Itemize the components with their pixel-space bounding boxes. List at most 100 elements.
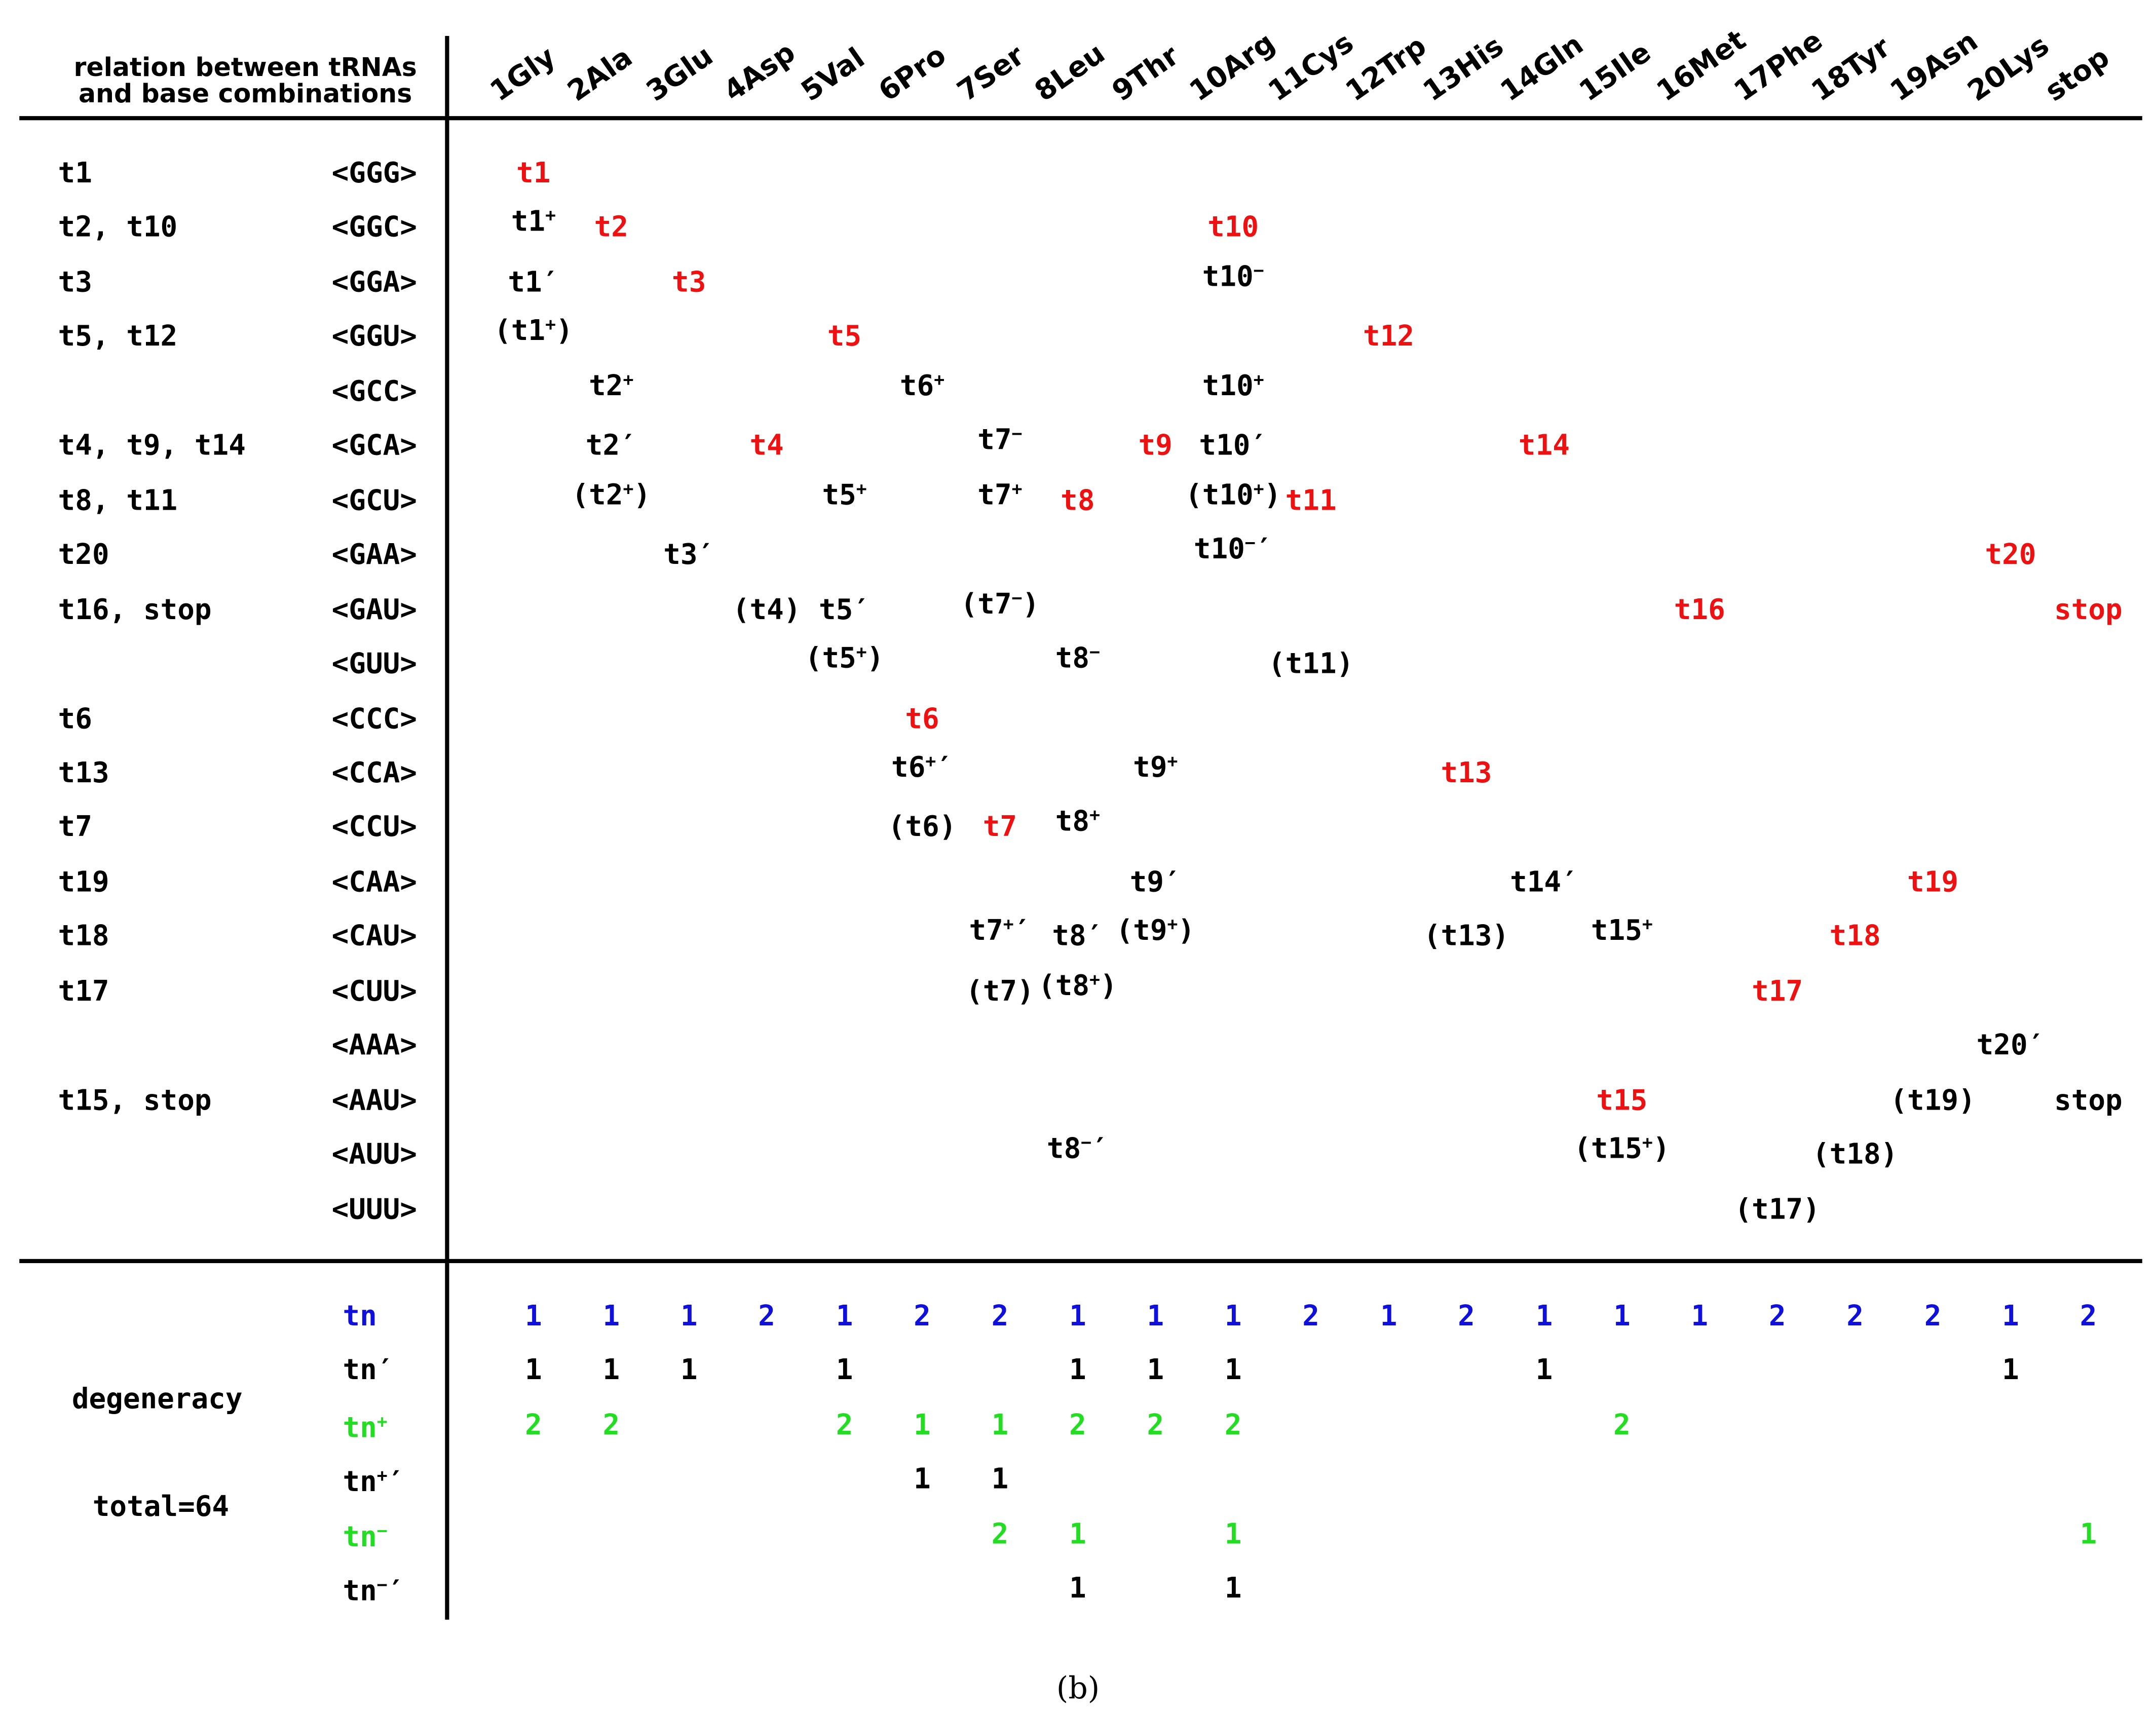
trna-cell: t1′ xyxy=(508,265,559,298)
degeneracy-value: 1 xyxy=(1069,1517,1086,1550)
degeneracy-row-label: tn xyxy=(343,1299,377,1333)
degeneracy-value: 2 xyxy=(1458,1299,1475,1333)
degeneracy-value: 1 xyxy=(914,1408,931,1441)
degeneracy-value: 1 xyxy=(1069,1299,1086,1333)
trna-cell: t8′ xyxy=(1052,919,1104,953)
trna-cell: (t7−) xyxy=(960,587,1040,620)
degeneracy-value: 1 xyxy=(680,1353,698,1387)
codon-label: <GCU> xyxy=(331,483,417,517)
trna-cell: (t18) xyxy=(1812,1137,1898,1171)
trna-row-label: t3 xyxy=(58,265,92,298)
degeneracy-value: 2 xyxy=(1224,1408,1242,1441)
trna-cell: t8−′ xyxy=(1046,1132,1109,1165)
degeneracy-value: 1 xyxy=(525,1299,542,1333)
codon-label: <GGG> xyxy=(331,156,417,189)
trna-cell: t7 xyxy=(982,810,1017,844)
codon-label: <CAU> xyxy=(331,919,417,953)
codon-label: <GGC> xyxy=(331,210,417,244)
trna-cell: t20′ xyxy=(1976,1028,2045,1062)
trna-cell: t10− xyxy=(1202,259,1264,293)
codon-label: <GCC> xyxy=(331,374,417,408)
trna-cell: t14 xyxy=(1518,429,1570,462)
trna-row-label: t7 xyxy=(58,810,92,844)
codon-label: <GGA> xyxy=(331,265,417,298)
degeneracy-value: 2 xyxy=(991,1517,1009,1550)
codon-label: <CCU> xyxy=(331,810,417,844)
degeneracy-row-label: tn+′ xyxy=(343,1465,405,1499)
degeneracy-value: 1 xyxy=(2079,1517,2097,1550)
trna-cell: (t8+) xyxy=(1038,968,1117,1002)
trna-cell: (t13) xyxy=(1423,919,1509,953)
codon-label: <AUU> xyxy=(331,1137,417,1171)
codon-label: <CCA> xyxy=(331,755,417,789)
degeneracy-value: 2 xyxy=(1147,1408,1164,1441)
trna-cell: t8− xyxy=(1055,641,1100,675)
amino-acid-label: 14Gln xyxy=(1494,27,1590,108)
trna-cell: t8 xyxy=(1061,483,1095,517)
trna-row-label: t19 xyxy=(58,865,109,898)
codon-label: <CAA> xyxy=(331,865,417,898)
trna-cell: t2′ xyxy=(585,429,637,462)
trna-row-label: t15, stop xyxy=(58,1083,212,1116)
trna-cell: t17 xyxy=(1752,974,1803,1007)
trna-row-label: t8, t11 xyxy=(58,483,178,517)
degeneracy-value: 1 xyxy=(914,1462,931,1496)
trna-cell: t1 xyxy=(516,156,551,189)
trna-cell: t5 xyxy=(827,320,862,353)
degeneracy-value: 1 xyxy=(836,1353,853,1387)
trna-cell: (t4) xyxy=(732,592,801,626)
amino-acid-label: 10Arg xyxy=(1184,25,1281,108)
trna-cell: t5+ xyxy=(822,477,867,511)
top-rule xyxy=(19,116,2142,121)
degeneracy-value: 2 xyxy=(1846,1299,1864,1333)
degeneracy-value: 1 xyxy=(1224,1517,1242,1550)
trna-cell: t5′ xyxy=(819,592,871,626)
trna-cell: t9′ xyxy=(1129,865,1181,898)
amino-acid-label: 2Ala xyxy=(561,40,639,108)
trna-cell: t7− xyxy=(977,423,1023,457)
trna-cell: (t1+) xyxy=(494,314,573,348)
trna-cell: stop xyxy=(2054,592,2123,626)
trna-row-label: t16, stop xyxy=(58,592,212,626)
middle-rule xyxy=(19,1259,2142,1264)
trna-cell: t2+ xyxy=(589,368,634,402)
codon-label: <AAU> xyxy=(331,1083,417,1116)
trna-cell: t16 xyxy=(1674,592,1725,626)
codon-label: <CCC> xyxy=(331,701,417,735)
degeneracy-value: 1 xyxy=(2002,1353,2019,1387)
trna-cell: (t19) xyxy=(1890,1083,1976,1116)
degeneracy-value: 2 xyxy=(914,1299,931,1333)
trna-cell: t7+′ xyxy=(969,914,1031,947)
figure-caption: (b) xyxy=(1056,1672,1100,1707)
codon-label: <GAU> xyxy=(331,592,417,626)
trna-cell: t18 xyxy=(1829,919,1881,953)
trna-cell: (t5+) xyxy=(805,641,884,675)
trna-cell: t10′ xyxy=(1199,429,1268,462)
amino-acid-label: 5Val xyxy=(795,41,871,108)
amino-acid-label: 4Asp xyxy=(717,35,801,108)
trna-cell: t2 xyxy=(594,210,628,244)
trna-cell: (t10+) xyxy=(1185,477,1281,511)
trna-row-label: t2, t10 xyxy=(58,210,178,244)
trna-cell: (t17) xyxy=(1734,1192,1820,1226)
trna-row-label: t13 xyxy=(58,755,109,789)
trna-cell: t6+ xyxy=(899,368,945,402)
codon-label: <GUU> xyxy=(331,647,417,680)
trna-cell: t11 xyxy=(1285,483,1337,517)
trna-cell: t3 xyxy=(672,265,706,298)
degeneracy-value: 2 xyxy=(836,1408,853,1441)
degeneracy-value: 1 xyxy=(836,1299,853,1333)
trna-row-label: t6 xyxy=(58,701,92,735)
trna-cell: t10+ xyxy=(1202,368,1264,402)
trna-row-label: t17 xyxy=(58,974,109,1007)
trna-cell: t8+ xyxy=(1055,805,1100,838)
trna-cell: t10 xyxy=(1207,210,1259,244)
degeneracy-value: 1 xyxy=(602,1353,620,1387)
trna-cell: t10−′ xyxy=(1193,532,1273,565)
amino-acid-label: 16Met xyxy=(1650,23,1752,108)
trna-row-label: t1 xyxy=(58,156,92,189)
degeneracy-value: 1 xyxy=(680,1299,698,1333)
codon-label: <GCA> xyxy=(331,429,417,462)
codon-label: <AAA> xyxy=(331,1028,417,1062)
